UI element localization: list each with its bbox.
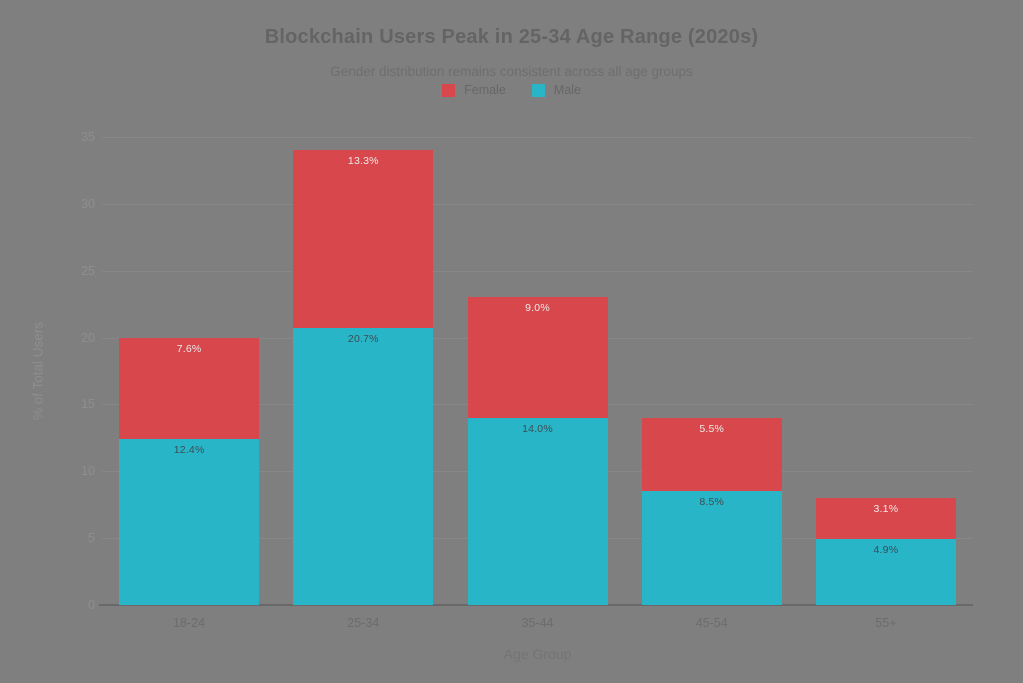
x-tick-label: 55+ <box>875 616 897 630</box>
bar-segment-female-35-44[interactable]: 9.0% <box>467 297 608 418</box>
y-tick-label: 15 <box>81 397 95 412</box>
x-axis-title: Age Group <box>503 646 572 662</box>
y-gridline-35 <box>102 137 973 138</box>
bar-segment-female-18-24[interactable]: 7.6% <box>119 337 260 440</box>
legend: Female Male <box>0 83 1023 97</box>
y-tick-label: 20 <box>81 330 95 345</box>
bar-segment-male-18-24[interactable]: 12.4% <box>119 439 260 605</box>
y-tick-label: 5 <box>88 531 95 546</box>
y-gridline-25 <box>102 270 973 272</box>
legend-swatch-male <box>531 83 545 97</box>
legend-item-female[interactable]: Female <box>442 83 506 97</box>
bar-segment-female-25-34[interactable]: 13.3% <box>293 150 434 329</box>
x-axis-line <box>99 604 973 606</box>
y-tick-label: 30 <box>81 196 95 211</box>
x-tick-label: 35-44 <box>521 616 554 630</box>
legend-label: Male <box>553 83 581 97</box>
bar-value-label: 3.1% <box>873 503 899 516</box>
bar-segment-female-45-54[interactable]: 5.5% <box>641 417 782 492</box>
y-tick-label: 25 <box>81 263 95 278</box>
x-tick-label: 18-24 <box>173 616 206 630</box>
bar-value-label: 14.0% <box>522 422 553 435</box>
y-tick-label: 35 <box>81 130 95 144</box>
legend-swatch-female <box>442 83 456 97</box>
y-tick-label: 10 <box>81 464 95 479</box>
x-tick-label: 45-54 <box>695 616 728 630</box>
bar-segment-male-45-54[interactable]: 8.5% <box>641 491 782 605</box>
bar-value-label: 8.5% <box>699 496 725 509</box>
y-tick-label: 0 <box>88 598 95 612</box>
bar-value-label: 20.7% <box>347 333 379 346</box>
bar-value-label: 12.4% <box>173 444 205 457</box>
bar-segment-female-55+[interactable]: 3.1% <box>815 498 956 540</box>
bar-value-label: 4.9% <box>873 544 899 557</box>
bar-value-label: 5.5% <box>699 422 725 435</box>
bar-segment-male-35-44[interactable]: 14.0% <box>467 417 608 605</box>
bar-value-label: 7.6% <box>176 342 202 355</box>
chart-title: Blockchain Users Peak in 25-34 Age Range… <box>264 26 759 48</box>
chart-subtitle: Gender distribution remains consistent a… <box>330 64 693 79</box>
bar-value-label: 9.0% <box>525 302 550 315</box>
x-tick-label: 25-34 <box>347 616 380 630</box>
bar-segment-male-55+[interactable]: 4.9% <box>815 539 956 605</box>
bar-segment-male-25-34[interactable]: 20.7% <box>293 328 434 605</box>
legend-item-male[interactable]: Male <box>531 83 581 97</box>
y-gridline-30 <box>102 203 973 205</box>
bar-value-label: 13.3% <box>347 155 379 168</box>
y-axis-title: % of Total Users <box>30 321 46 421</box>
legend-label: Female <box>464 83 506 97</box>
